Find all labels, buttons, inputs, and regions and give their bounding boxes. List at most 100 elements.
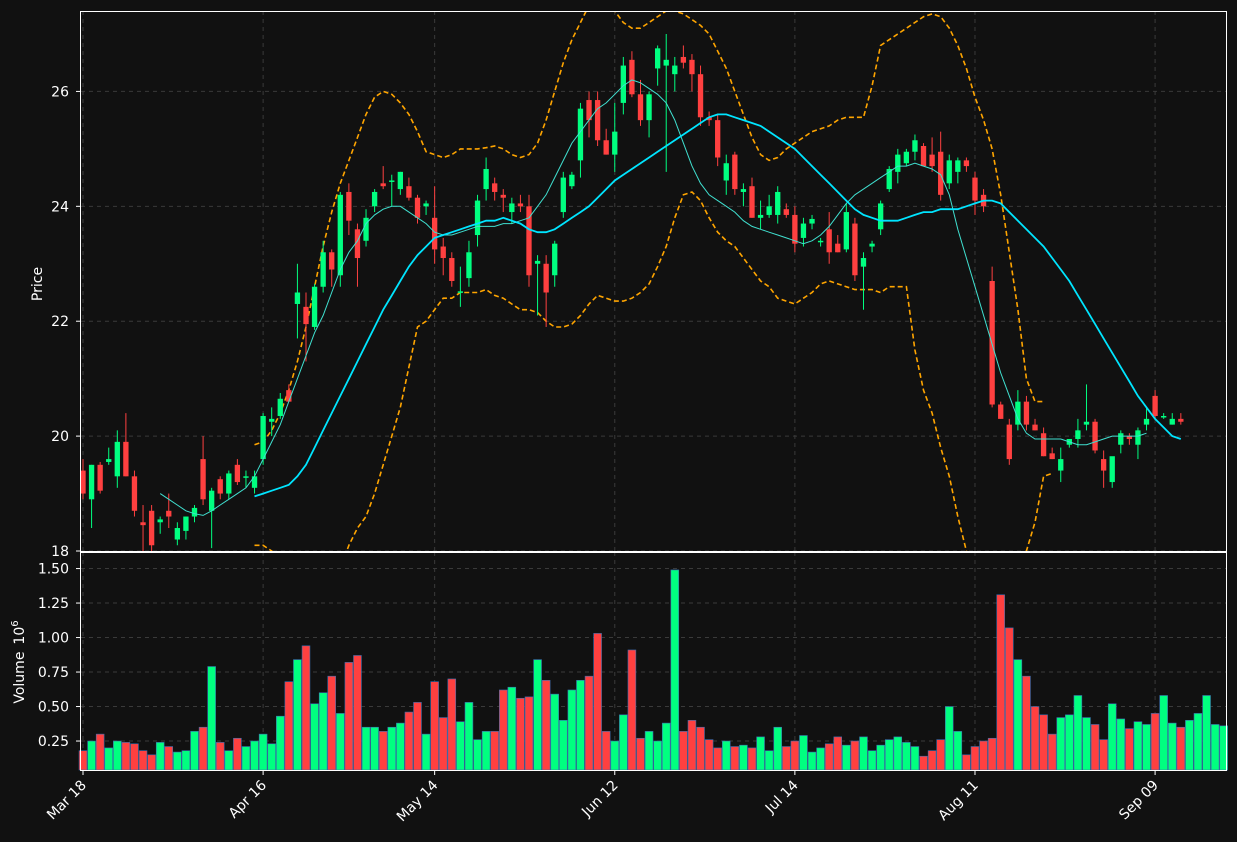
- volume-bar: [327, 675, 336, 771]
- candle-body: [157, 519, 163, 523]
- candle: [1100, 450, 1107, 488]
- candle-body: [251, 476, 258, 488]
- candle-body: [526, 206, 532, 276]
- candle: [286, 384, 292, 402]
- candle: [303, 292, 309, 362]
- candle: [1049, 447, 1055, 460]
- candle: [800, 217, 807, 247]
- candle: [612, 102, 618, 172]
- volume-tick-label: 0.50: [38, 700, 69, 716]
- candle-body: [1023, 401, 1030, 425]
- candle: [1161, 413, 1167, 419]
- candle: [938, 131, 944, 201]
- candle-body: [363, 217, 369, 241]
- candle-body: [1169, 418, 1175, 425]
- candle-body: [552, 243, 558, 276]
- candle-body: [903, 151, 910, 164]
- volume-bar: [250, 740, 259, 771]
- volume-bar: [927, 750, 937, 771]
- price-axis-label: Price: [30, 267, 46, 301]
- volume-bar: [173, 751, 182, 771]
- candle-body: [603, 140, 609, 155]
- candle-body: [1178, 418, 1184, 422]
- volume-bar: [413, 702, 422, 771]
- candle: [114, 430, 120, 488]
- candle: [689, 54, 695, 92]
- volume-bar: [1133, 721, 1143, 771]
- volume-bar: [670, 569, 680, 771]
- candle: [1109, 456, 1115, 488]
- candle: [457, 266, 464, 307]
- candle: [97, 461, 103, 494]
- candle: [1083, 384, 1090, 431]
- candle: [500, 189, 506, 213]
- volume-bar: [499, 689, 508, 771]
- candle: [140, 505, 146, 551]
- candle: [594, 91, 601, 146]
- volume-bar: [138, 750, 148, 771]
- candle-body: [809, 218, 815, 224]
- volume-bar: [807, 751, 817, 771]
- candle-body: [972, 177, 978, 201]
- candle-body: [294, 292, 301, 304]
- candle-body: [457, 291, 464, 293]
- volume-bar: [438, 717, 448, 771]
- candle: [1126, 433, 1133, 445]
- volume-bar: [661, 722, 671, 771]
- volume-bar: [996, 594, 1005, 771]
- candle: [534, 255, 541, 316]
- candle: [1040, 427, 1047, 457]
- candle: [414, 194, 421, 224]
- volume-bar: [876, 744, 885, 771]
- volume-bar: [987, 737, 997, 771]
- candle: [311, 283, 318, 330]
- candle-body: [311, 286, 318, 327]
- volume-bar: [979, 740, 988, 771]
- candle: [809, 214, 815, 230]
- volume-bar: [696, 726, 705, 771]
- candle: [131, 470, 138, 517]
- candle-body: [1100, 459, 1107, 471]
- volume-bar: [936, 739, 945, 771]
- volume-bar: [198, 726, 208, 771]
- candle: [1152, 390, 1158, 419]
- band-lower-line: [254, 191, 1053, 551]
- candle: [1032, 418, 1038, 431]
- candle-body: [97, 464, 103, 491]
- volume-bar: [181, 750, 191, 771]
- candle: [843, 203, 849, 253]
- candle-body: [303, 306, 309, 325]
- candle: [148, 505, 155, 551]
- moving-average-long-line: [254, 113, 1182, 498]
- candle: [912, 134, 918, 161]
- candle-body: [474, 200, 481, 236]
- candle-body: [148, 510, 155, 546]
- candle: [723, 154, 729, 195]
- volume-bar: [859, 736, 868, 771]
- candle-body: [466, 252, 472, 279]
- candle: [269, 407, 275, 437]
- volume-bar: [644, 731, 654, 771]
- volume-bar: [533, 659, 542, 771]
- candle: [775, 186, 781, 224]
- volume-bar: [516, 697, 525, 771]
- candle-body: [500, 194, 506, 198]
- volume-bar: [610, 740, 620, 771]
- volume-bar: [490, 731, 499, 771]
- candle-body: [269, 418, 275, 422]
- candle: [1058, 447, 1064, 483]
- candle-body: [895, 154, 901, 172]
- candle: [183, 516, 189, 540]
- candle: [697, 65, 704, 126]
- volume-bar: [293, 659, 302, 771]
- volume-bar: [1185, 720, 1194, 771]
- candle-body: [234, 464, 241, 483]
- candle-body: [183, 516, 189, 531]
- candle-body: [1006, 424, 1012, 460]
- candle-body: [826, 229, 832, 253]
- candle-body: [243, 476, 249, 478]
- candle-body: [1058, 459, 1064, 471]
- volume-bar: [1065, 714, 1074, 771]
- candle: [423, 200, 429, 215]
- volume-bar: [387, 726, 397, 771]
